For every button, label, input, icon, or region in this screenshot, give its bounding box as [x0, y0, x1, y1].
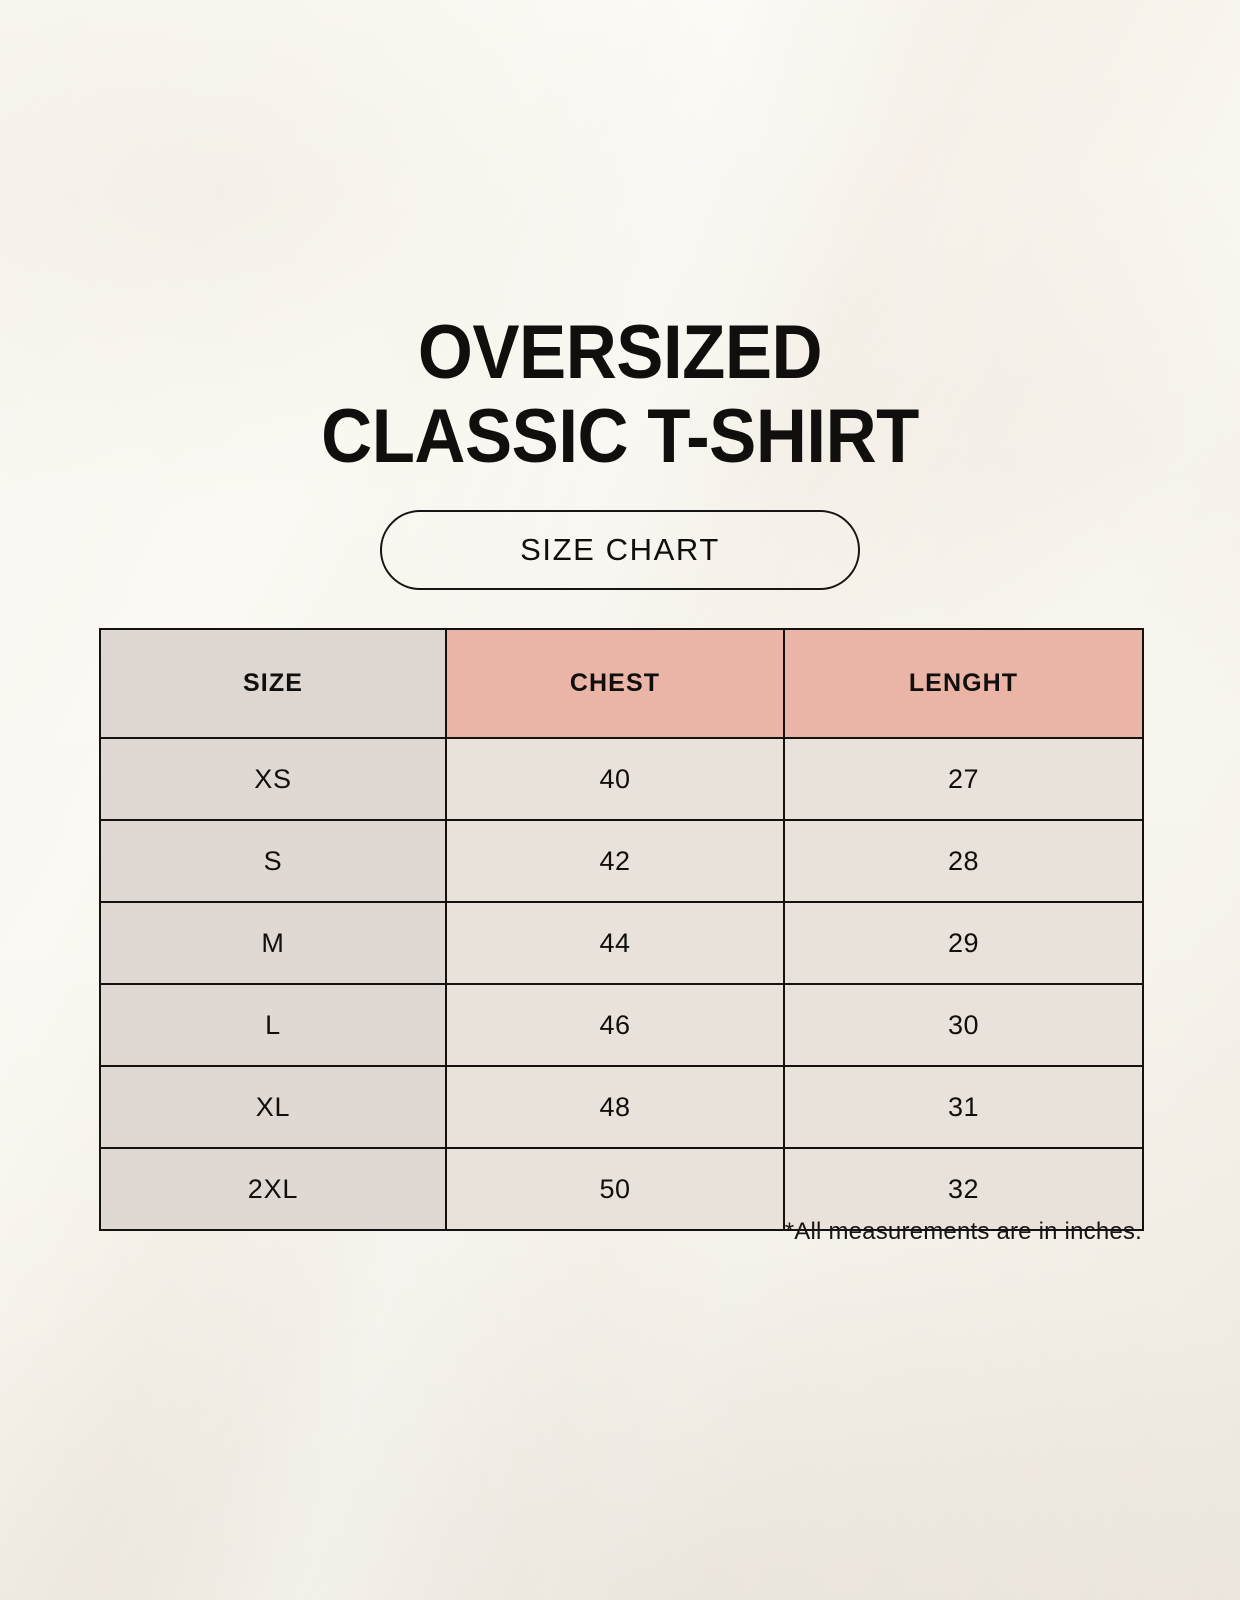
cell-size: XS [99, 737, 447, 821]
cell-length: 31 [783, 1065, 1144, 1149]
cell-chest: 50 [445, 1147, 785, 1231]
cell-length: 27 [783, 737, 1144, 821]
cell-size: XL [99, 1065, 447, 1149]
cell-chest: 46 [445, 983, 785, 1067]
cell-size: S [99, 819, 447, 903]
cell-size: M [99, 901, 447, 985]
column-header-length: LENGHT [783, 628, 1144, 739]
page-title: OVERSIZED CLASSIC T-SHIRT [0, 310, 1240, 479]
column-header-chest: CHEST [445, 628, 785, 739]
cell-size: L [99, 983, 447, 1067]
table-row: XS 40 27 [99, 737, 1144, 821]
measurements-footnote: *All measurements are in inches. [784, 1218, 1142, 1245]
table-row: XL 48 31 [99, 1065, 1144, 1149]
badge-container: SIZE CHART [0, 510, 1240, 590]
cell-length: 30 [783, 983, 1144, 1067]
cell-size: 2XL [99, 1147, 447, 1231]
table-row: L 46 30 [99, 983, 1144, 1067]
cell-length: 29 [783, 901, 1144, 985]
title-line-one: OVERSIZED [417, 310, 823, 395]
title-line-two: CLASSIC T-SHIRT [321, 394, 919, 479]
size-chart-badge-label: SIZE CHART [520, 532, 720, 567]
table-header-row: SIZE CHEST LENGHT [99, 628, 1144, 739]
size-chart-table: SIZE CHEST LENGHT XS 40 27 S 42 28 M 44 … [99, 628, 1144, 1231]
table-row: M 44 29 [99, 901, 1144, 985]
table-row: S 42 28 [99, 819, 1144, 903]
cell-chest: 44 [445, 901, 785, 985]
column-header-size: SIZE [99, 628, 447, 739]
cell-chest: 48 [445, 1065, 785, 1149]
size-chart-badge: SIZE CHART [380, 510, 860, 590]
cell-chest: 42 [445, 819, 785, 903]
cell-length: 28 [783, 819, 1144, 903]
cell-chest: 40 [445, 737, 785, 821]
